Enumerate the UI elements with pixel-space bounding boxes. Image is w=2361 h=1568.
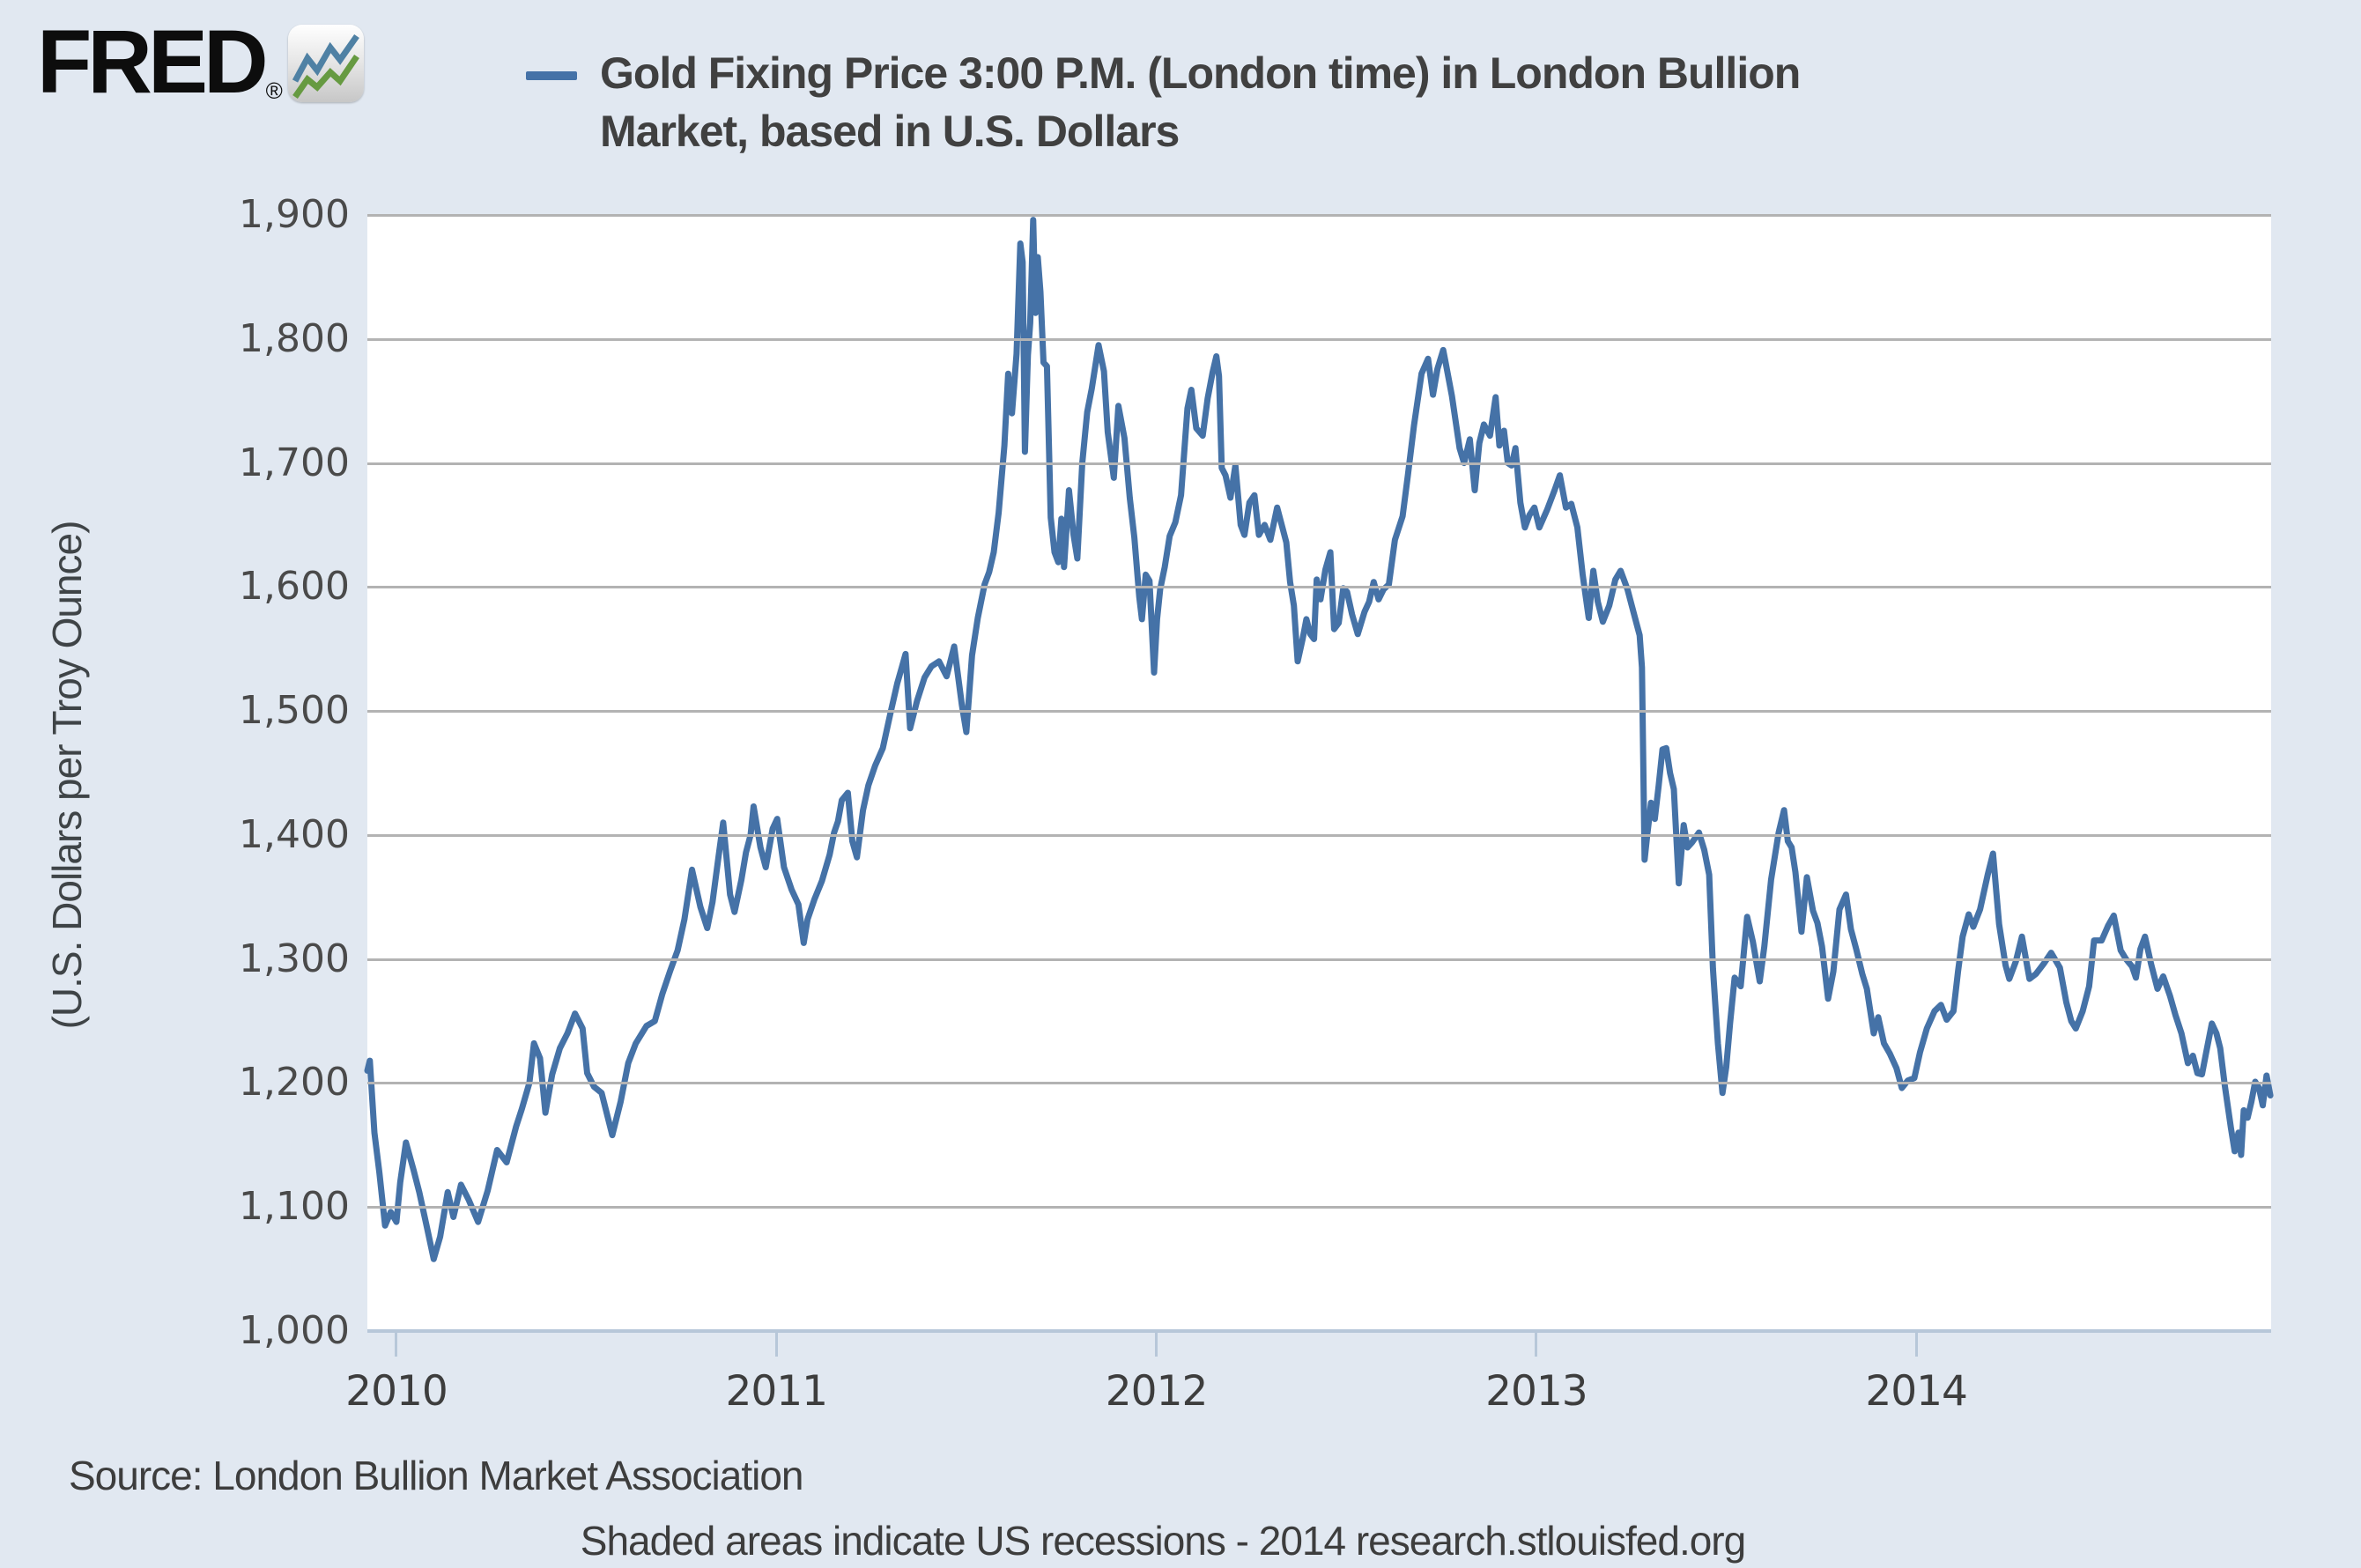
x-tick-label-2010: 2010 [345, 1367, 448, 1416]
chart-header: Gold Fixing Price 3:00 P.M. (London time… [526, 44, 2115, 160]
legend-line-marker [526, 71, 577, 80]
registered-trademark-symbol: ® [265, 78, 283, 104]
gridline-1400 [367, 833, 2271, 837]
gridline-1600 [367, 586, 2271, 589]
y-tick-label-1900: 1,900 [239, 192, 350, 237]
x-tick-2011 [774, 1333, 778, 1357]
source-note: Source: London Bullion Market Associatio… [69, 1453, 804, 1498]
y-tick-label-1500: 1,500 [239, 688, 350, 734]
chart-title-line1: Gold Fixing Price 3:00 P.M. (London time… [600, 48, 1801, 98]
recession-shading-note: Shaded areas indicate US recessions - 20… [580, 1518, 1746, 1564]
x-tick-label-2013: 2013 [1485, 1367, 1588, 1416]
y-tick-label-1200: 1,200 [239, 1060, 350, 1106]
y-tick-label-1400: 1,400 [239, 811, 350, 857]
y-tick-label-1600: 1,600 [239, 564, 350, 610]
gold-price-line-chart [364, 217, 2274, 1262]
fred-logo: FRED ® [37, 11, 364, 112]
chart-title-line2: Market, based in U.S. Dollars [600, 107, 1180, 156]
fred-logo-text: FRED [37, 11, 269, 112]
y-tick-label-1300: 1,300 [239, 936, 350, 981]
x-tick-label-2011: 2011 [725, 1367, 828, 1416]
gridline-1900 [367, 214, 2271, 217]
series-line-gold-price [364, 217, 2274, 1262]
gridline-1200 [367, 1082, 2271, 1085]
gridline-1700 [367, 462, 2271, 465]
x-tick-2010 [395, 1333, 398, 1357]
y-tick-label-1700: 1,700 [239, 440, 350, 485]
gridline-1800 [367, 337, 2271, 341]
y-tick-label-1000: 1,000 [239, 1308, 350, 1353]
y-tick-label-1800: 1,800 [239, 315, 350, 361]
gridline-1500 [367, 710, 2271, 714]
x-tick-2014 [1914, 1333, 1918, 1357]
x-axis-line [367, 1329, 2271, 1333]
chart-title: Gold Fixing Price 3:00 P.M. (London time… [600, 44, 2115, 160]
x-tick-2013 [1535, 1333, 1538, 1357]
y-tick-label-1100: 1,100 [239, 1184, 350, 1230]
plot-area [364, 214, 2274, 1331]
x-tick-label-2014: 2014 [1865, 1367, 1968, 1416]
gridline-1300 [367, 958, 2271, 961]
x-tick-label-2012: 2012 [1105, 1367, 1209, 1416]
gridline-1100 [367, 1206, 2271, 1209]
x-tick-2012 [1155, 1333, 1158, 1357]
fred-sparkline-icon [287, 25, 364, 102]
